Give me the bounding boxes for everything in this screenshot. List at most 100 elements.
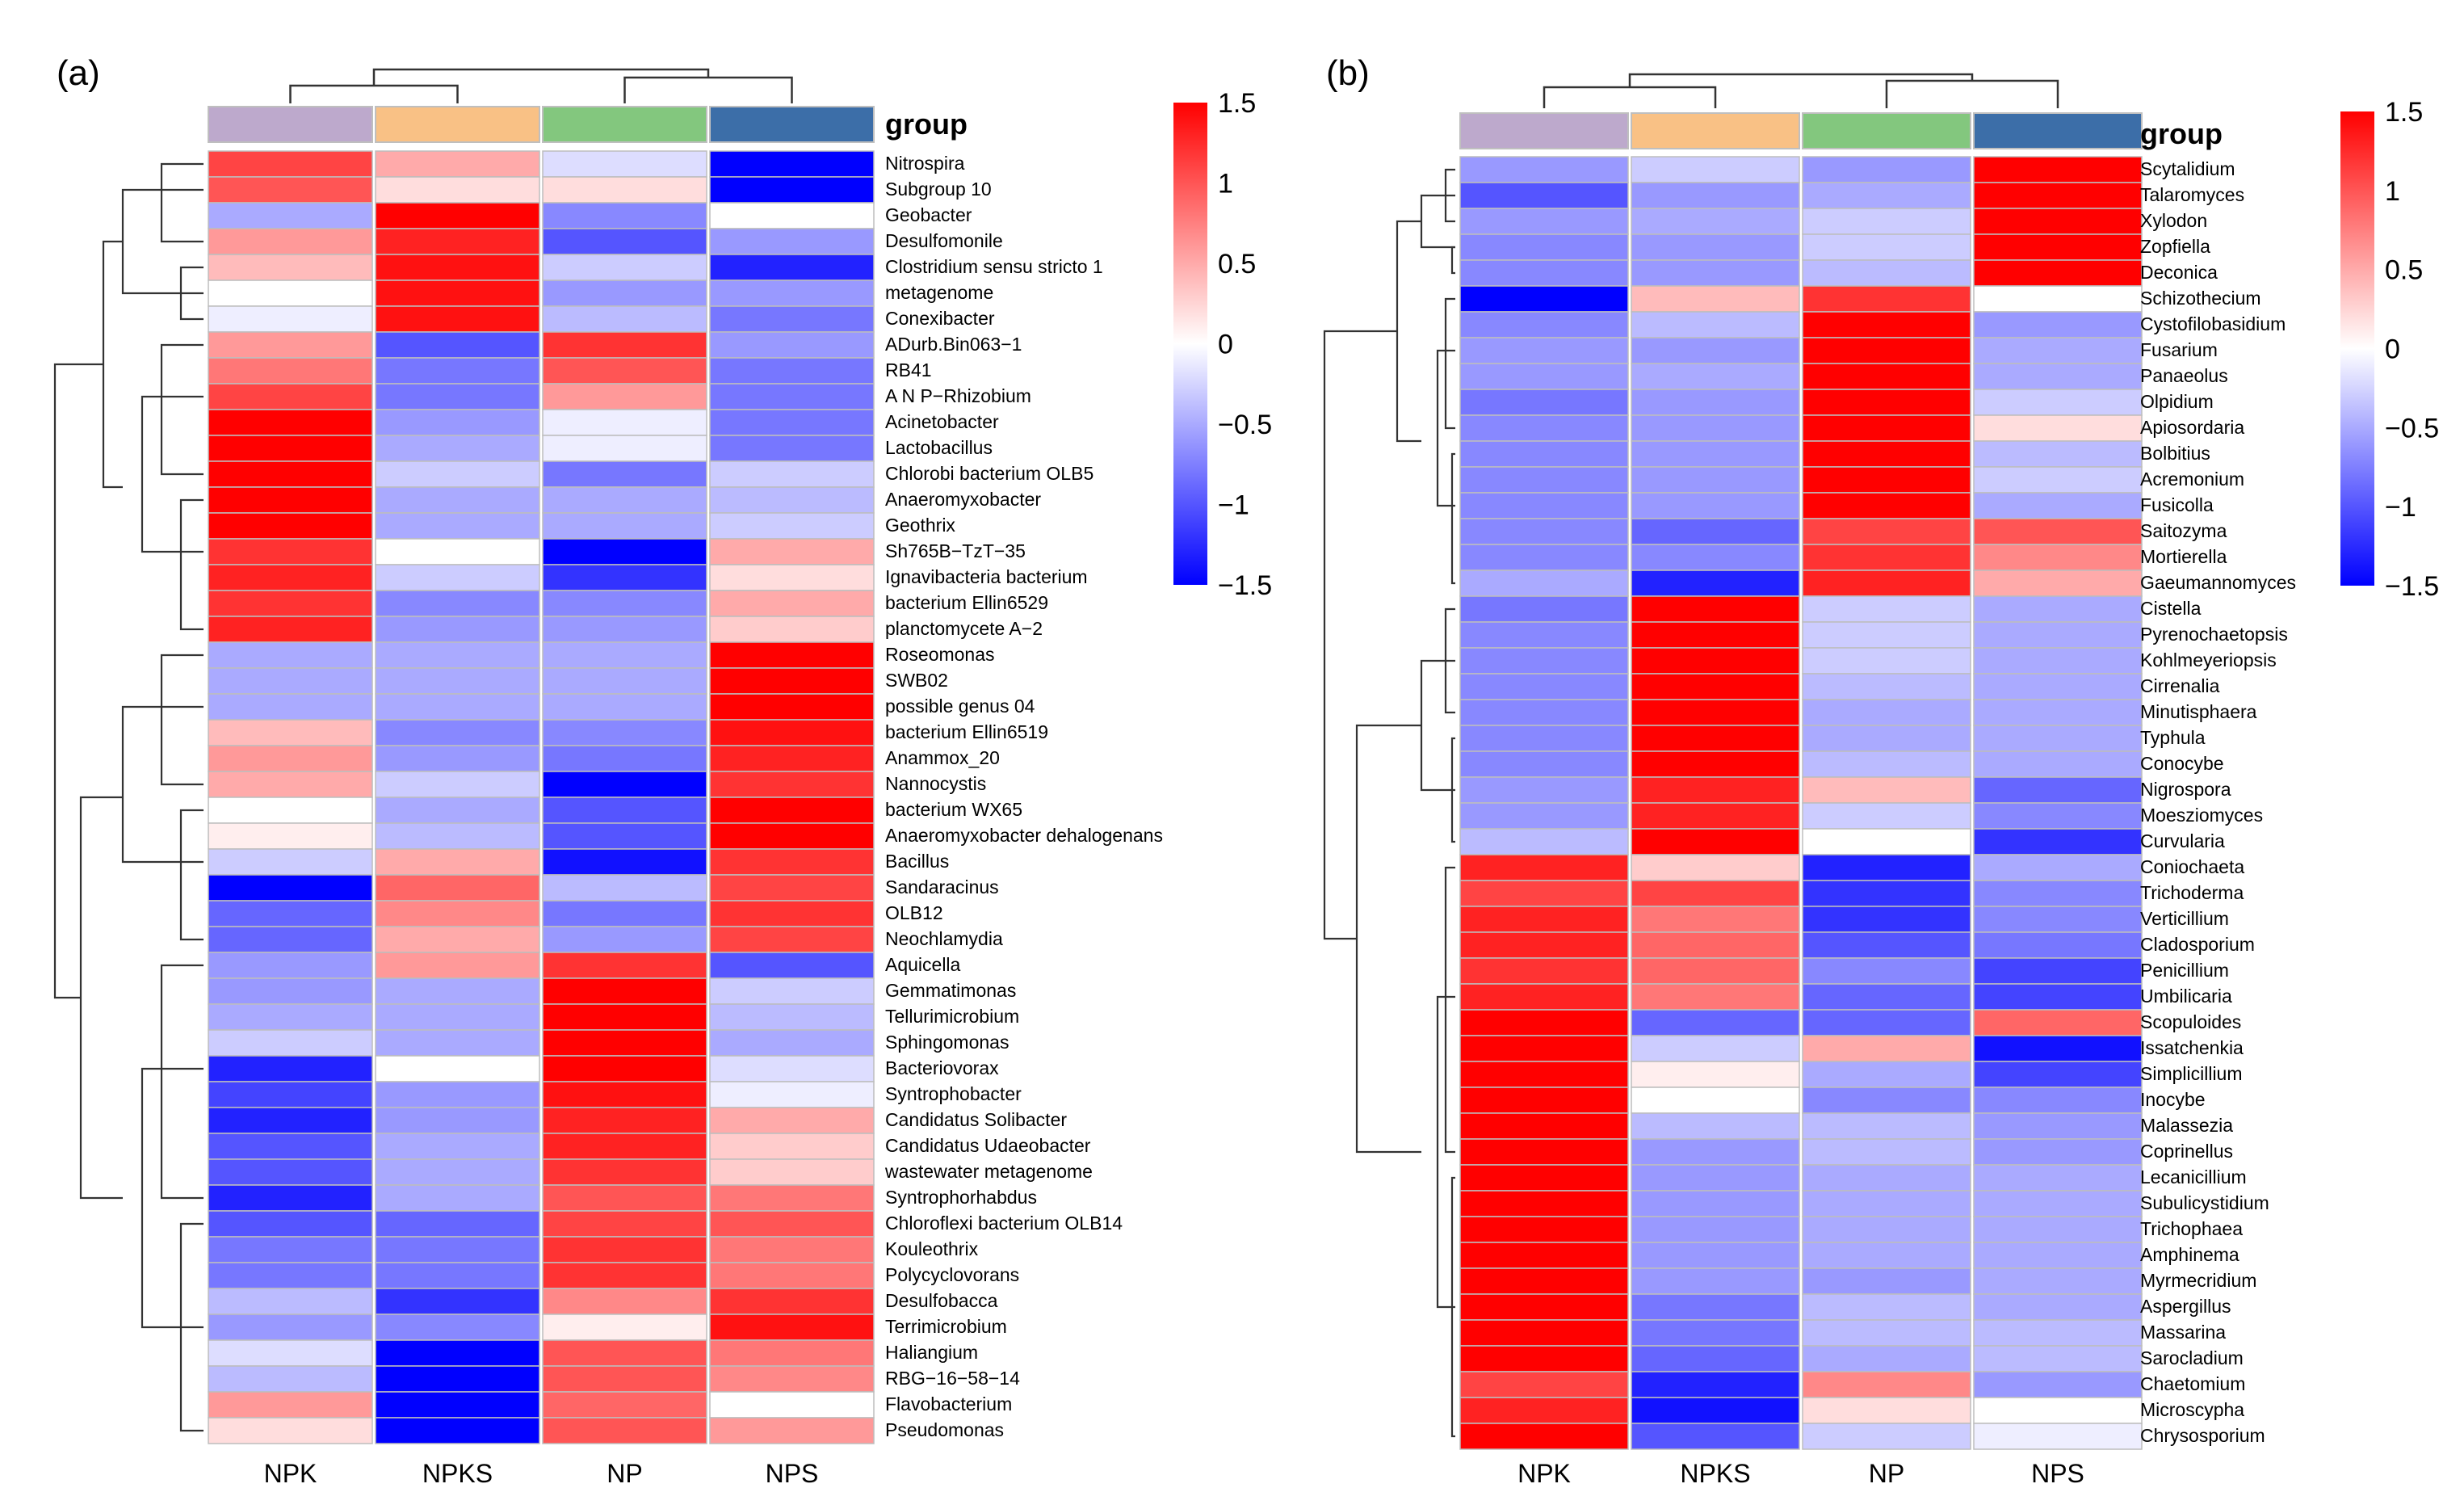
heatmap-cell bbox=[375, 409, 540, 436]
heatmap-cell bbox=[542, 1365, 707, 1393]
heatmap-cell bbox=[542, 357, 707, 385]
heatmap-cell bbox=[1631, 466, 1800, 494]
heatmap-cell bbox=[1631, 673, 1800, 700]
heatmap-cell bbox=[1459, 802, 1629, 830]
heatmap-cell bbox=[1802, 1371, 1971, 1398]
heatmap-cell bbox=[375, 435, 540, 462]
heatmap-cell bbox=[1973, 1138, 2143, 1166]
heatmap-cell bbox=[208, 977, 373, 1005]
heatmap-cell bbox=[1631, 1087, 1800, 1114]
group-bar-nps bbox=[709, 106, 875, 143]
row-label: Chaetomium bbox=[2140, 1373, 2245, 1394]
heatmap-cell bbox=[1802, 518, 1971, 545]
row-label: Bolbitius bbox=[2140, 443, 2210, 464]
row-label: Sandaracinus bbox=[885, 876, 999, 897]
row-label: Verticillium bbox=[2140, 908, 2229, 929]
heatmap-cell bbox=[375, 1262, 540, 1289]
heatmap-cell bbox=[709, 409, 875, 436]
heatmap-cell bbox=[1459, 983, 1629, 1011]
row-label: bacterium WX65 bbox=[885, 799, 1022, 820]
heatmap-cell bbox=[1802, 1164, 1971, 1192]
heatmap-cell bbox=[709, 822, 875, 850]
row-label: Microscypha bbox=[2140, 1399, 2244, 1420]
heatmap-cell bbox=[709, 1314, 875, 1341]
heatmap-cell bbox=[709, 1210, 875, 1238]
heatmap-cell bbox=[208, 797, 373, 824]
heatmap-cell bbox=[1631, 1216, 1800, 1243]
heatmap-cell bbox=[1631, 1112, 1800, 1140]
heatmap-cell bbox=[542, 1339, 707, 1367]
row-label: Anammox_20 bbox=[885, 747, 1000, 768]
heatmap-cell bbox=[1631, 285, 1800, 313]
row-label: Minutisphaera bbox=[2140, 701, 2257, 722]
heatmap-cell bbox=[709, 1003, 875, 1031]
heatmap-cell bbox=[375, 228, 540, 255]
row-dendrogram-branch bbox=[1420, 659, 1455, 792]
heatmap-cell bbox=[375, 1288, 540, 1315]
heatmap-cell bbox=[375, 1055, 540, 1082]
heatmap-cell bbox=[1631, 492, 1800, 519]
heatmap-cell bbox=[375, 1029, 540, 1057]
row-label: wastewater metagenome bbox=[884, 1161, 1093, 1182]
legend-tick-label: −0.5 bbox=[2385, 413, 2439, 443]
heatmap-cell bbox=[1459, 389, 1629, 416]
heatmap-cell bbox=[208, 590, 373, 617]
row-label: Sh765B−TzT−35 bbox=[885, 540, 1026, 561]
heatmap-cell bbox=[1631, 414, 1800, 442]
heatmap-cell bbox=[375, 797, 540, 824]
heatmap-cell bbox=[375, 280, 540, 307]
row-label: Umbilicaria bbox=[2140, 986, 2232, 1007]
heatmap-cell bbox=[1631, 1138, 1800, 1166]
heatmap-cell bbox=[1802, 414, 1971, 442]
heatmap-cell bbox=[1973, 337, 2143, 364]
heatmap-cell bbox=[375, 564, 540, 591]
heatmap-cell bbox=[1459, 233, 1629, 261]
heatmap-cell bbox=[709, 538, 875, 565]
heatmap-cell bbox=[375, 254, 540, 281]
heatmap-cell bbox=[1459, 595, 1629, 623]
heatmap-cell bbox=[1631, 259, 1800, 287]
heatmap-cell bbox=[1459, 828, 1629, 855]
row-label: Cistella bbox=[2140, 598, 2202, 619]
heatmap-cell bbox=[1631, 182, 1800, 209]
heatmap-cell bbox=[208, 1288, 373, 1315]
heatmap-cell bbox=[542, 564, 707, 591]
heatmap-cell bbox=[542, 1184, 707, 1212]
row-label: Acremonium bbox=[2140, 469, 2244, 490]
heatmap-cell bbox=[1802, 725, 1971, 752]
heatmap-cell bbox=[1631, 957, 1800, 985]
heatmap-cell bbox=[1973, 1242, 2143, 1269]
heatmap-cell bbox=[1973, 931, 2143, 959]
row-label: Tellurimicrobium bbox=[885, 1006, 1019, 1027]
column-dendrogram-branch bbox=[1543, 86, 1717, 108]
heatmap-cell bbox=[1973, 1112, 2143, 1140]
heatmap-cell bbox=[542, 667, 707, 695]
heatmap-cell bbox=[1459, 725, 1629, 752]
heatmap-cell bbox=[542, 1107, 707, 1134]
heatmap-cell bbox=[1631, 544, 1800, 571]
heatmap-cell bbox=[375, 383, 540, 410]
heatmap-cell bbox=[1802, 1061, 1971, 1088]
heatmap-cell bbox=[1459, 1397, 1629, 1424]
heatmap-cell bbox=[1973, 363, 2143, 390]
heatmap-cell bbox=[1802, 828, 1971, 855]
row-label: Clostridium sensu stricto 1 bbox=[885, 256, 1103, 277]
heatmap-cell bbox=[1973, 1293, 2143, 1321]
heatmap-cell bbox=[375, 822, 540, 850]
heatmap-cell bbox=[542, 383, 707, 410]
heatmap-cell bbox=[375, 1107, 540, 1134]
heatmap-cell bbox=[375, 900, 540, 927]
heatmap-cell bbox=[1631, 725, 1800, 752]
heatmap-cell bbox=[375, 616, 540, 643]
row-label: Neochlamydia bbox=[885, 928, 1003, 949]
heatmap-cell bbox=[1973, 621, 2143, 649]
heatmap-cell bbox=[709, 745, 875, 772]
heatmap-cell bbox=[375, 486, 540, 514]
heatmap-cell bbox=[1973, 1423, 2143, 1450]
heatmap-cell bbox=[542, 1003, 707, 1031]
row-label: Typhula bbox=[2140, 727, 2206, 748]
heatmap-cell bbox=[709, 280, 875, 307]
heatmap-cell bbox=[1802, 182, 1971, 209]
heatmap-cell bbox=[1459, 440, 1629, 468]
heatmap-cell bbox=[1973, 1061, 2143, 1088]
